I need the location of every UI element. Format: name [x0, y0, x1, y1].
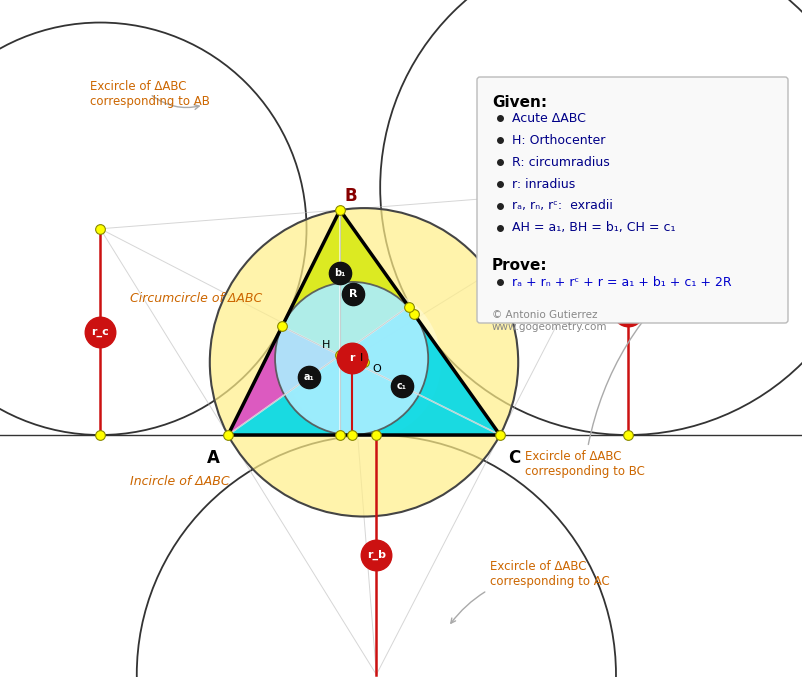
- Polygon shape: [228, 307, 409, 435]
- Text: H: Orthocenter: H: Orthocenter: [512, 133, 606, 146]
- Text: r: inradius: r: inradius: [512, 177, 575, 190]
- Text: Excircle of ΔABC
corresponding to BC: Excircle of ΔABC corresponding to BC: [525, 265, 699, 478]
- Circle shape: [210, 208, 518, 517]
- Text: Given:: Given:: [492, 95, 547, 110]
- Text: r_b: r_b: [367, 550, 386, 560]
- Circle shape: [275, 282, 428, 435]
- Text: Excircle of ΔABC
corresponding to AC: Excircle of ΔABC corresponding to AC: [451, 560, 610, 624]
- Text: © Antonio Gutierrez
www.gogeometry.com: © Antonio Gutierrez www.gogeometry.com: [492, 310, 607, 332]
- Text: b₁: b₁: [334, 268, 346, 278]
- Text: C: C: [508, 449, 520, 467]
- Text: A: A: [207, 449, 220, 467]
- Text: Prove:: Prove:: [492, 258, 548, 273]
- Text: c₁: c₁: [397, 381, 407, 391]
- Text: AH = a₁, BH = b₁, CH = c₁: AH = a₁, BH = b₁, CH = c₁: [512, 221, 675, 234]
- Text: rₐ + rₙ + rᶜ + r = a₁ + b₁ + c₁ + 2R: rₐ + rₙ + rᶜ + r = a₁ + b₁ + c₁ + 2R: [512, 276, 731, 288]
- Text: rₐ, rₙ, rᶜ:  exradii: rₐ, rₙ, rᶜ: exradii: [512, 200, 613, 213]
- Text: B: B: [345, 187, 358, 205]
- Text: H: H: [322, 341, 330, 351]
- FancyBboxPatch shape: [477, 77, 788, 323]
- Polygon shape: [282, 210, 500, 435]
- Text: Circumcircle of ΔABC: Circumcircle of ΔABC: [130, 292, 262, 305]
- Text: Acute ΔABC: Acute ΔABC: [512, 112, 586, 125]
- Text: R: circumradius: R: circumradius: [512, 156, 610, 169]
- Circle shape: [287, 285, 441, 439]
- Text: I: I: [359, 353, 363, 364]
- Polygon shape: [228, 210, 500, 435]
- Text: O: O: [372, 364, 381, 374]
- Text: r_c: r_c: [91, 327, 109, 337]
- Text: Incircle of ΔABC: Incircle of ΔABC: [130, 475, 229, 488]
- Text: rₐ: rₐ: [622, 306, 633, 316]
- Text: a₁: a₁: [304, 372, 314, 383]
- Text: R: R: [349, 289, 358, 299]
- Text: r: r: [349, 353, 354, 364]
- Text: Excircle of ΔABC
corresponding to AB: Excircle of ΔABC corresponding to AB: [90, 80, 210, 110]
